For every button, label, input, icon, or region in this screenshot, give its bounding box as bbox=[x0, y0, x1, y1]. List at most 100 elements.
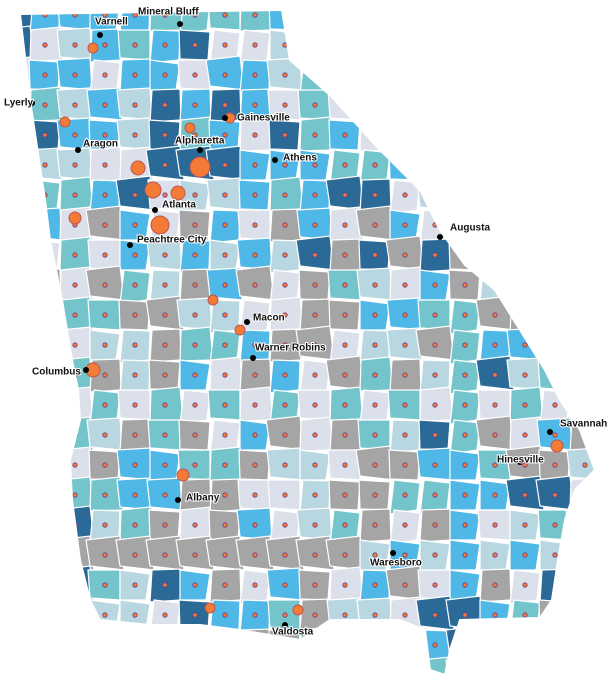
county-dot bbox=[492, 522, 498, 528]
bubble bbox=[207, 294, 219, 306]
county-dot bbox=[492, 72, 498, 78]
county-dot bbox=[582, 222, 588, 228]
county-dot bbox=[192, 42, 198, 48]
county-dot bbox=[132, 192, 138, 198]
county-dot bbox=[312, 312, 318, 318]
county-dot bbox=[522, 282, 528, 288]
county-dot bbox=[492, 612, 498, 618]
county-dot bbox=[13, 583, 17, 587]
city-dot bbox=[272, 157, 278, 163]
county bbox=[448, 119, 481, 151]
county-dot bbox=[162, 582, 168, 588]
city-dot bbox=[517, 459, 523, 465]
county-dot bbox=[522, 192, 528, 198]
county-dot bbox=[222, 72, 228, 78]
county-dot bbox=[192, 12, 198, 18]
county-dot bbox=[252, 102, 258, 108]
county-dot bbox=[42, 162, 48, 168]
county bbox=[509, 149, 541, 184]
city-dot bbox=[152, 207, 158, 213]
county-dot bbox=[342, 162, 348, 168]
county-dot bbox=[162, 282, 168, 288]
county-dot bbox=[102, 552, 108, 558]
county-dot bbox=[282, 582, 288, 588]
county bbox=[20, 479, 31, 511]
county bbox=[600, 207, 615, 241]
county bbox=[20, 10, 35, 31]
county bbox=[449, 89, 481, 124]
county-dot bbox=[492, 672, 498, 675]
county bbox=[600, 117, 615, 151]
county-dot bbox=[372, 642, 378, 648]
county bbox=[566, 207, 595, 241]
county-dot bbox=[42, 72, 48, 78]
county-dot bbox=[13, 403, 17, 407]
county-dot bbox=[102, 612, 108, 618]
county bbox=[567, 149, 595, 181]
county bbox=[565, 505, 595, 541]
county bbox=[20, 147, 33, 181]
county-dot bbox=[72, 102, 78, 108]
county-dot bbox=[372, 342, 378, 348]
county-dot bbox=[42, 642, 48, 648]
county-dot bbox=[13, 463, 17, 467]
county-dot bbox=[132, 372, 138, 378]
county-dot bbox=[462, 192, 468, 198]
city-label: Augusta bbox=[450, 223, 490, 234]
county bbox=[569, 236, 595, 272]
county-dot bbox=[342, 582, 348, 588]
cities: Mineral Bluff Varnell Lyerly Gainesville Ara… bbox=[3, 6, 608, 639]
county-dot bbox=[192, 222, 198, 228]
county-dot bbox=[222, 402, 228, 408]
county bbox=[119, 629, 151, 665]
county-dot bbox=[582, 252, 588, 258]
county-dot bbox=[13, 523, 17, 527]
county-dot bbox=[432, 252, 438, 258]
county-dot bbox=[312, 132, 318, 138]
county-dot bbox=[162, 522, 168, 528]
county-dot bbox=[552, 402, 558, 408]
county-dot bbox=[282, 192, 288, 198]
county-dot bbox=[252, 402, 258, 408]
county-dot bbox=[282, 252, 288, 258]
county-dot bbox=[372, 222, 378, 228]
county-dot bbox=[13, 433, 17, 437]
city-label: Athens bbox=[283, 153, 317, 164]
county-dot bbox=[402, 612, 408, 618]
county-dot bbox=[492, 282, 498, 288]
county bbox=[600, 540, 615, 570]
county-dot bbox=[492, 342, 498, 348]
county-dot bbox=[312, 282, 318, 288]
county-dot bbox=[432, 462, 438, 468]
city-label: Atlanta bbox=[162, 200, 196, 211]
county-dot bbox=[102, 42, 108, 48]
county bbox=[329, 659, 361, 675]
county-dot bbox=[13, 253, 17, 257]
county-dot bbox=[342, 552, 348, 558]
county-dot bbox=[162, 12, 168, 18]
county bbox=[569, 658, 595, 675]
county-dot bbox=[102, 342, 108, 348]
county bbox=[565, 25, 595, 61]
county-dot bbox=[522, 642, 528, 648]
county bbox=[20, 627, 33, 661]
county-dot bbox=[72, 162, 78, 168]
county-dot bbox=[552, 552, 558, 558]
county bbox=[29, 328, 62, 363]
city-label: Valdosta bbox=[272, 627, 314, 638]
county-dot bbox=[222, 102, 228, 108]
county-dot bbox=[222, 132, 228, 138]
county-dot bbox=[402, 252, 408, 258]
county-dot bbox=[582, 522, 588, 528]
county-dot bbox=[132, 402, 138, 408]
bubble bbox=[234, 324, 246, 336]
county-dot bbox=[132, 462, 138, 468]
county bbox=[478, 29, 511, 61]
county-dot bbox=[522, 42, 528, 48]
county-dot bbox=[432, 162, 438, 168]
county-dot bbox=[372, 72, 378, 78]
county-dot bbox=[372, 102, 378, 108]
county-dot bbox=[192, 432, 198, 438]
county bbox=[509, 268, 542, 303]
county-dot bbox=[252, 192, 258, 198]
